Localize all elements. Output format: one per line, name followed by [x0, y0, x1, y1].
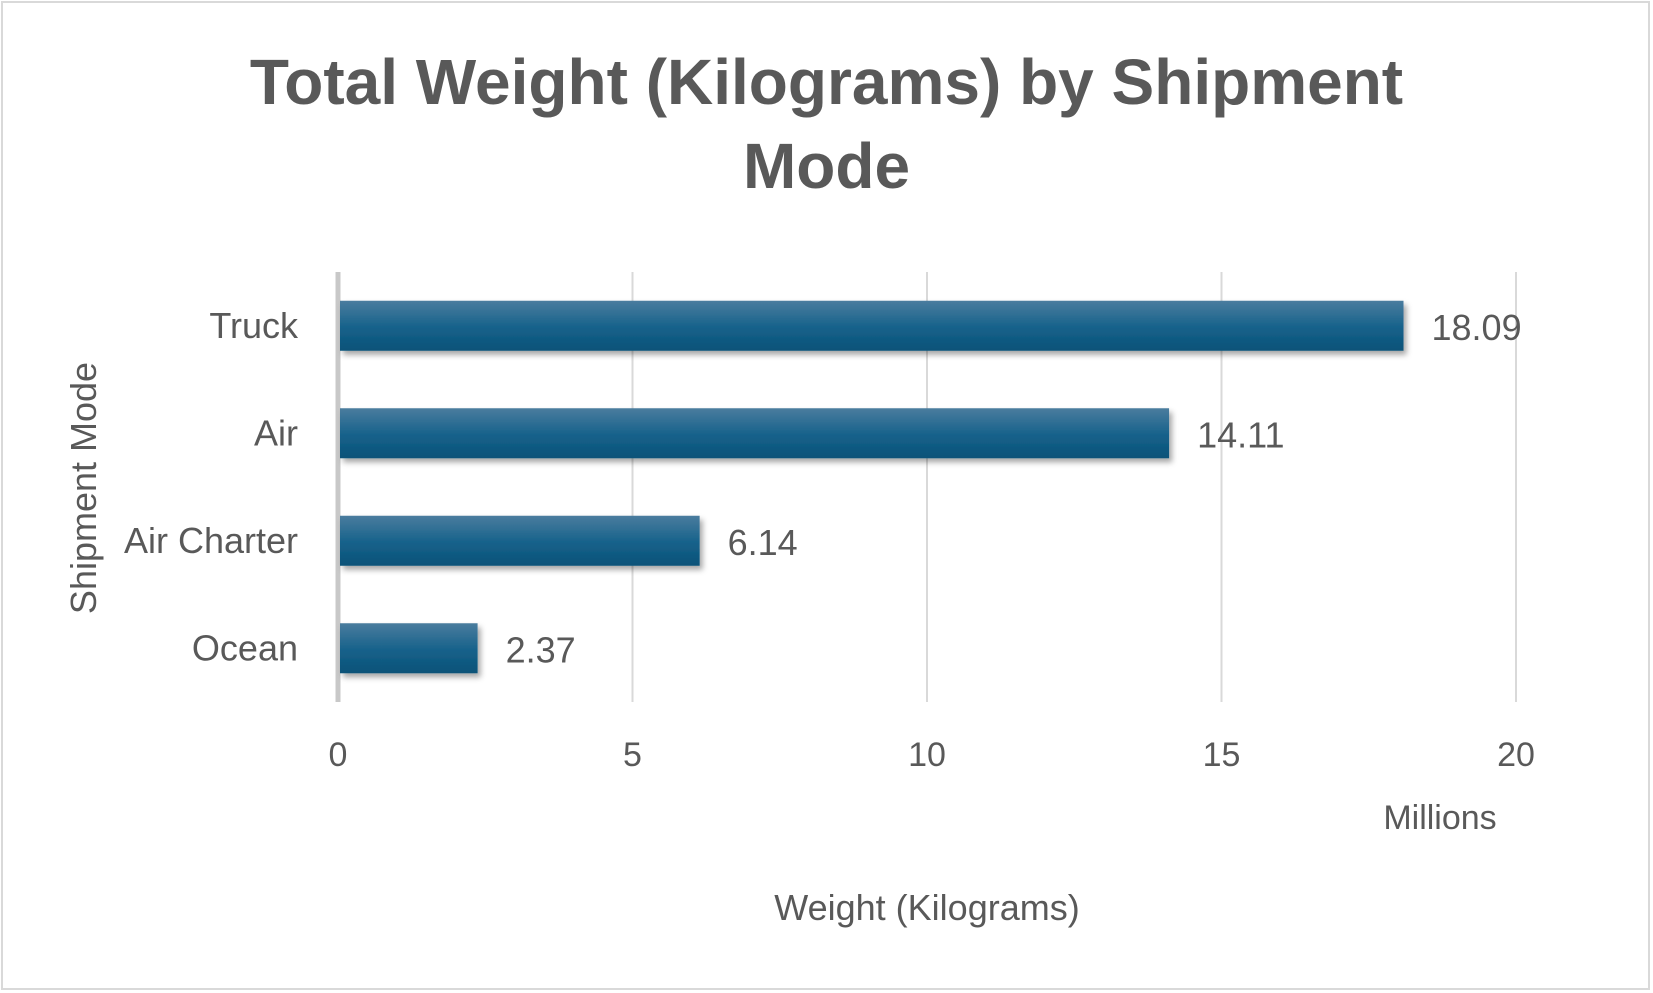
category-label: Air Charter: [124, 520, 298, 561]
data-label: 6.14: [728, 522, 798, 563]
x-tick-label: 0: [329, 736, 348, 774]
x-tick-label: 15: [1203, 736, 1241, 774]
x-axis-title: Weight (Kilograms): [774, 887, 1079, 928]
chart-title-line-1: Total Weight (Kilograms) by Shipment: [249, 46, 1404, 118]
bar: [340, 300, 1404, 351]
data-label: 18.09: [1432, 307, 1522, 348]
category-label: Ocean: [192, 627, 298, 668]
labels: 0 5 10 15 20 Truck 18.09 Air 14.11 Air Charter 6.1…: [124, 305, 1535, 774]
chart-title-line-2: Mode: [742, 130, 911, 202]
bar: [340, 408, 1170, 459]
chart-title: Total Weight (Kilograms) by Shipment Mod…: [0, 40, 1653, 208]
data-label: 14.11: [1197, 414, 1284, 455]
bar: [340, 515, 700, 566]
category-label: Truck: [209, 305, 299, 346]
x-tick-label: 20: [1497, 736, 1535, 774]
category-label: Air: [254, 412, 298, 453]
bars: [340, 300, 1404, 674]
x-tick-label: 5: [623, 736, 642, 774]
data-label: 2.37: [506, 629, 576, 670]
x-tick-label: 10: [908, 736, 946, 774]
bar: [340, 623, 478, 674]
y-axis-title: Shipment Mode: [63, 362, 104, 614]
x-unit-label: Millions: [1383, 799, 1496, 837]
